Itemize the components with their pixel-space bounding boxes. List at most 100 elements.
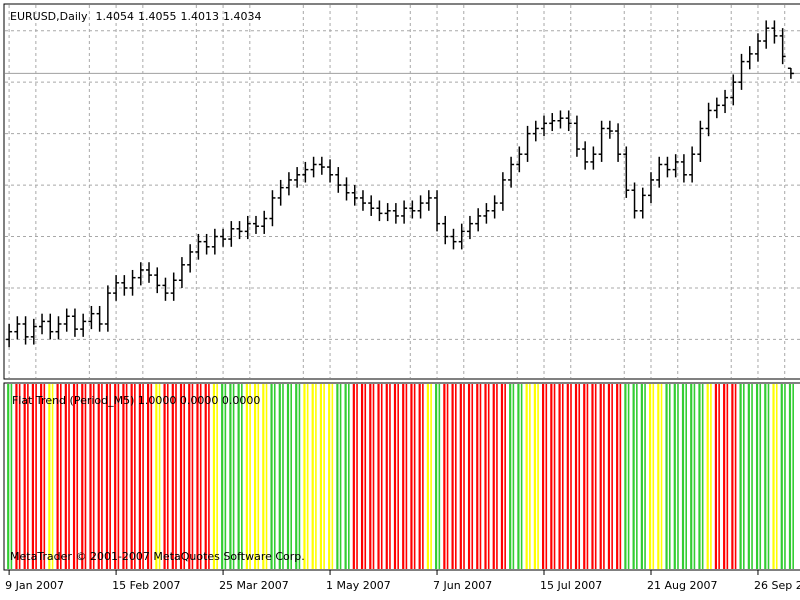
indicator-bar-pair <box>273 384 276 569</box>
indicator-bar <box>533 384 536 569</box>
indicator-bar <box>130 384 133 569</box>
indicator-bar-pair <box>446 384 449 569</box>
indicator-bar <box>673 384 676 569</box>
indicator-bar-pair <box>627 384 630 569</box>
indicator-bar <box>328 384 331 569</box>
indicator-bar-pair <box>109 384 111 569</box>
indicator-bar-pair <box>183 384 186 569</box>
indicator-bar-pair <box>191 384 194 569</box>
indicator-bar-pair <box>150 384 153 569</box>
indicator-bar <box>451 384 454 569</box>
indicator-bar-pair <box>545 384 548 569</box>
symbol: EURUSD,Daily <box>10 10 88 23</box>
indicator-bar-pair <box>249 384 251 569</box>
indicator-bar <box>105 384 109 569</box>
indicator-bar <box>303 384 306 569</box>
x-tick-label: 25 Mar 2007 <box>219 579 289 592</box>
indicator-bar <box>476 384 479 569</box>
indicator-bar <box>435 384 438 569</box>
indicator-bar <box>714 384 718 569</box>
indicator-bar-pair <box>208 384 210 569</box>
indicator-bar <box>81 384 84 569</box>
indicator-bar-pair <box>504 384 506 569</box>
indicator-bar-pair <box>257 384 260 569</box>
indicator-bar <box>591 384 594 569</box>
indicator-bar <box>780 384 783 569</box>
indicator-bar <box>360 384 364 569</box>
x-tick-label: 15 Feb 2007 <box>112 579 180 592</box>
indicator-bar-pair <box>232 384 235 569</box>
indicator-bar <box>467 384 471 569</box>
indicator-bar <box>336 384 339 569</box>
x-tick-label: 15 Jul 2007 <box>540 579 602 592</box>
last-high: 1.4055 <box>138 10 177 23</box>
indicator-bar <box>443 384 446 569</box>
indicator-bar <box>393 384 397 569</box>
indicator-bar-pair <box>660 384 663 569</box>
indicator-bar-pair <box>35 384 37 569</box>
indicator-bar <box>245 384 248 569</box>
indicator-bar-pair <box>463 384 465 569</box>
indicator-bar <box>286 384 290 569</box>
indicator-bar <box>7 384 10 569</box>
indicator-bar <box>344 384 347 569</box>
indicator-bar <box>706 384 709 569</box>
x-tick-label: 21 Aug 2007 <box>647 579 717 592</box>
indicator-bar-pair <box>92 384 95 569</box>
indicator-bar <box>352 384 355 569</box>
indicator-bar-pair <box>792 384 794 569</box>
indicator-bar <box>196 384 199 569</box>
indicator-bar-pair <box>356 384 358 569</box>
indicator-bar-pair <box>117 384 120 569</box>
indicator-bar-pair <box>339 384 342 569</box>
indicator-bar-pair <box>784 384 786 569</box>
indicator-bar-pair <box>175 384 177 569</box>
indicator-bar-pair <box>751 384 753 569</box>
indicator-bar <box>155 384 158 569</box>
indicator-bar-pair <box>743 384 745 569</box>
indicator-bar <box>212 384 216 569</box>
indicator-bar-pair <box>224 384 227 569</box>
indicator-bar <box>558 384 561 569</box>
indicator-bar-pair <box>685 384 688 569</box>
indicator-bar <box>616 384 619 569</box>
indicator-bar <box>459 384 462 569</box>
indicator-bar-pair <box>734 384 737 569</box>
indicator-bar <box>221 384 224 569</box>
indicator-bar-pair <box>701 384 704 569</box>
indicator-bar <box>755 384 759 569</box>
last-open: 1.4054 <box>95 10 134 23</box>
indicator-bar-pair <box>529 384 531 569</box>
indicator-bar-pair <box>586 384 589 569</box>
last-close: 1.4034 <box>223 10 262 23</box>
indicator-title: Flat Trend (Period_M5) 1.0000 0.0000 0.0… <box>12 394 260 407</box>
indicator-bar-pair <box>422 384 424 569</box>
indicator-bar <box>56 384 59 569</box>
indicator-bar <box>188 384 191 569</box>
indicator-bar <box>23 384 26 569</box>
indicator-bar <box>295 384 298 569</box>
indicator-bar-pair <box>134 384 136 569</box>
indicator-bar-pair <box>775 384 778 569</box>
indicator-bar-pair <box>693 384 696 569</box>
indicator-bar <box>788 384 792 569</box>
price-title: EURUSD,Daily 1.4054 1.4055 1.4013 1.4034 <box>10 10 261 23</box>
indicator-bar <box>426 384 430 569</box>
indicator-bar <box>509 384 512 569</box>
indicator-bar <box>89 384 92 569</box>
indicator-bar-pair <box>27 384 29 569</box>
indicator-bar <box>147 384 150 569</box>
indicator-bar-pair <box>348 384 350 569</box>
indicator-bar <box>550 384 553 569</box>
indicator-bar <box>369 384 372 569</box>
indicator-bar-pair <box>537 384 539 569</box>
indicator-bar-pair <box>315 384 317 569</box>
indicator-bar <box>723 384 726 569</box>
indicator-bar-pair <box>578 384 581 569</box>
indicator-bar <box>574 384 578 569</box>
indicator-bar-pair <box>512 384 515 569</box>
indicator-bar-pair <box>331 384 334 569</box>
indicator-bar <box>410 384 413 569</box>
indicator-bar <box>731 384 734 569</box>
